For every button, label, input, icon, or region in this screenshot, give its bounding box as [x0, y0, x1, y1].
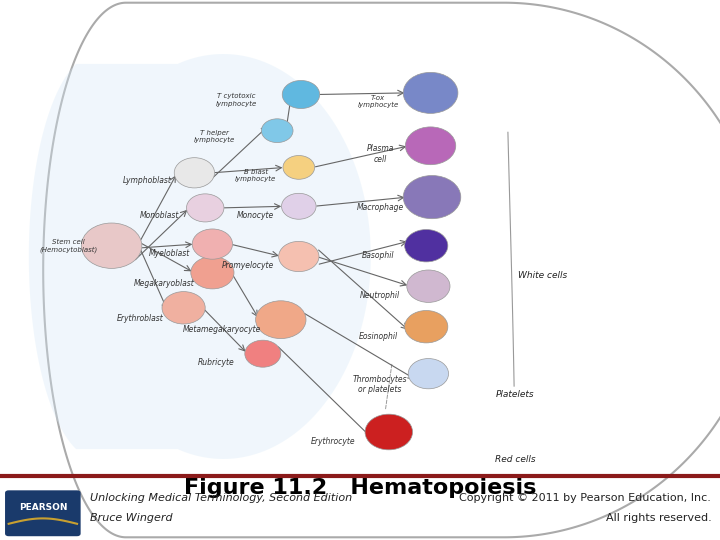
Circle shape [186, 194, 224, 222]
Text: Metamegakaryocyte: Metamegakaryocyte [183, 325, 261, 334]
Circle shape [403, 72, 458, 113]
Circle shape [162, 292, 205, 324]
Text: Neutrophil: Neutrophil [360, 292, 400, 300]
Text: Macrophage: Macrophage [356, 203, 404, 212]
Text: Monoblast: Monoblast [140, 212, 179, 220]
Circle shape [365, 414, 413, 450]
Circle shape [279, 241, 319, 272]
Text: Thrombocytes
or platelets: Thrombocytes or platelets [353, 375, 408, 394]
Circle shape [407, 270, 450, 302]
Circle shape [191, 256, 234, 289]
Circle shape [408, 359, 449, 389]
Text: Figure 11.2   Hematopoiesis: Figure 11.2 Hematopoiesis [184, 477, 536, 498]
Circle shape [405, 310, 448, 343]
Circle shape [282, 80, 320, 109]
Text: Erythrocyte: Erythrocyte [310, 437, 355, 445]
Text: Bruce Wingerd: Bruce Wingerd [90, 514, 173, 523]
Circle shape [261, 119, 293, 143]
Text: Rubricyte: Rubricyte [197, 359, 235, 367]
Text: T cytotoxic
lymphocyte: T cytotoxic lymphocyte [215, 93, 257, 106]
Text: Stem cell
(Hemocytoblast): Stem cell (Hemocytoblast) [40, 239, 97, 253]
Circle shape [174, 158, 215, 188]
Text: T helper
lymphocyte: T helper lymphocyte [194, 130, 235, 143]
Circle shape [283, 156, 315, 179]
Text: Eosinophil: Eosinophil [359, 333, 397, 341]
Circle shape [256, 301, 306, 339]
Text: PEARSON: PEARSON [19, 503, 68, 512]
Text: Copyright © 2011 by Pearson Education, Inc.: Copyright © 2011 by Pearson Education, I… [459, 493, 711, 503]
Text: All rights reserved.: All rights reserved. [606, 514, 711, 523]
Circle shape [192, 229, 233, 259]
Text: Erythroblast: Erythroblast [117, 314, 163, 323]
Polygon shape [29, 54, 371, 459]
Circle shape [282, 193, 316, 219]
Polygon shape [43, 3, 720, 537]
Text: Myeloblast: Myeloblast [148, 249, 190, 258]
Circle shape [81, 223, 142, 268]
Text: Lymphoblast: Lymphoblast [123, 177, 172, 185]
Text: Unlocking Medical Terminology, Second Edition: Unlocking Medical Terminology, Second Ed… [90, 493, 352, 503]
Text: Basophil: Basophil [361, 252, 395, 260]
Circle shape [245, 340, 281, 367]
Text: White cells: White cells [518, 271, 567, 280]
Circle shape [403, 176, 461, 219]
Text: T-ox
lymphocyte: T-ox lymphocyte [357, 95, 399, 108]
Text: Red cells: Red cells [495, 455, 536, 463]
FancyBboxPatch shape [5, 490, 81, 536]
Circle shape [405, 127, 456, 165]
Text: Monocyte: Monocyte [237, 211, 274, 220]
Text: Megakaryoblast: Megakaryoblast [134, 279, 194, 288]
Text: Plasma
cell: Plasma cell [366, 144, 394, 164]
Circle shape [405, 230, 448, 262]
Text: Promyelocyte: Promyelocyte [222, 261, 274, 270]
Text: B blast
lymphocyte: B blast lymphocyte [235, 169, 276, 182]
Text: Platelets: Platelets [495, 390, 534, 399]
